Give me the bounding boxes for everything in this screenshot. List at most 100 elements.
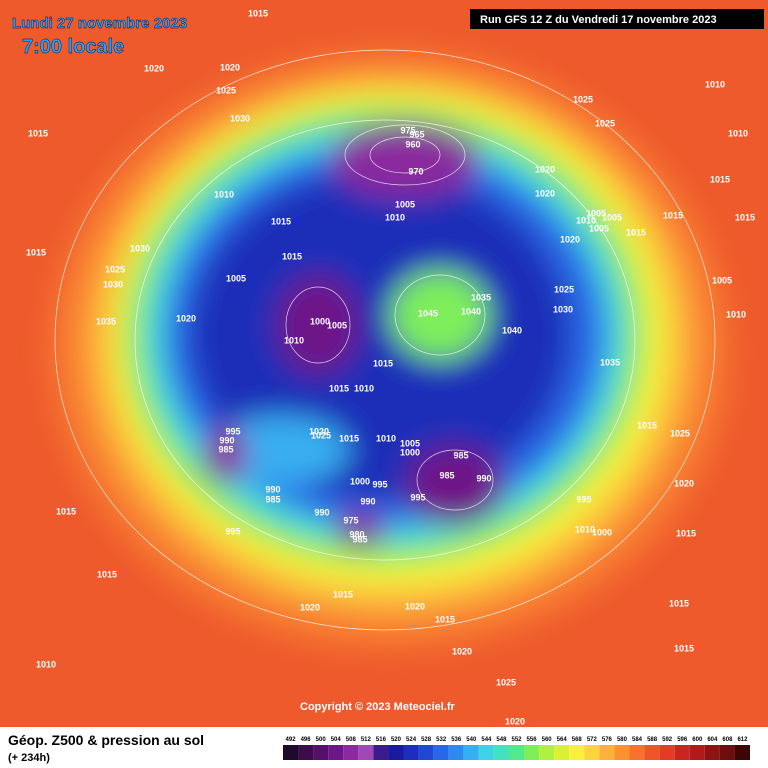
legend-swatch [734, 745, 750, 760]
isobar-label: 1015 [637, 420, 657, 430]
isobar-label: 1010 [576, 215, 596, 225]
legend-swatch [448, 745, 464, 760]
footer-lead: (+ 234h) [8, 752, 50, 764]
legend-label: 512 [361, 737, 372, 743]
legend-swatch [403, 745, 419, 760]
legend-label: 604 [707, 737, 718, 743]
legend-label: 588 [647, 737, 658, 743]
isobar-label: 1030 [553, 304, 573, 314]
isobar-label: 960 [405, 139, 420, 149]
run-box [470, 9, 764, 29]
legend-swatch [433, 745, 449, 760]
legend-swatch [343, 745, 359, 760]
isobar-label: 1040 [461, 306, 481, 316]
legend-label: 584 [632, 737, 643, 743]
isobar-label: 1015 [674, 643, 694, 653]
isobar-label: 1020 [300, 602, 320, 612]
legend-swatch [629, 745, 645, 760]
legend-swatch [373, 745, 389, 760]
isobar-label: 1040 [502, 325, 522, 335]
isobar-label: 1015 [97, 569, 117, 579]
legend-label: 516 [376, 737, 387, 743]
isobar-label: 990 [219, 435, 234, 445]
legend-label: 612 [737, 737, 748, 743]
isobar-label: 1010 [726, 309, 746, 319]
isobar-label: 1000 [400, 447, 420, 457]
isobar-label: 1015 [248, 8, 268, 18]
legend-label: 524 [406, 737, 417, 743]
isobar-label: 1025 [105, 264, 125, 274]
isobar-label: 995 [225, 426, 240, 436]
legend-label: 608 [722, 737, 733, 743]
isobar-label: 1000 [350, 476, 370, 486]
legend-label: 496 [301, 737, 312, 743]
isobar-label: 975 [343, 515, 358, 525]
isobar-label: 1025 [670, 428, 690, 438]
isobar-label: 1015 [735, 212, 755, 222]
isobar [285, 286, 351, 364]
field-high [390, 270, 490, 360]
isobar-label: 985 [453, 450, 468, 460]
legend-swatch [614, 745, 630, 760]
isobar-label: 1025 [216, 85, 236, 95]
isobar-label: 1020 [535, 164, 555, 174]
isobar-label: 1020 [674, 478, 694, 488]
isobar-label: 1035 [96, 316, 116, 326]
legend-label: 552 [511, 737, 522, 743]
isobar-label: 985 [352, 534, 367, 544]
legend-label: 528 [421, 737, 432, 743]
isobar-label: 995 [410, 492, 425, 502]
isobar-label: 1015 [339, 433, 359, 443]
low-centre [276, 275, 360, 375]
legend-swatch [524, 745, 540, 760]
isobar-label: 1020 [220, 62, 240, 72]
isobar-label: 1030 [130, 243, 150, 253]
legend-label: 576 [602, 737, 613, 743]
isobar-label: 995 [576, 494, 591, 504]
footer-title: Géop. Z500 & pression au sol [8, 732, 204, 748]
isobar-label: 1015 [373, 358, 393, 368]
isobar-label: 975 [400, 125, 415, 135]
legend-swatch [358, 745, 374, 760]
isobar-label: 970 [408, 166, 423, 176]
legend-label: 536 [451, 737, 462, 743]
isobar-label: 1010 [354, 383, 374, 393]
isobars [54, 49, 716, 631]
isobar-label: 1020 [405, 601, 425, 611]
legend-swatch [659, 745, 675, 760]
legend-swatch [493, 745, 509, 760]
isobar-label: 1005 [395, 199, 415, 209]
legend-label: 508 [346, 737, 357, 743]
isobar-label: 1000 [310, 316, 330, 326]
legend-label: 568 [572, 737, 583, 743]
isobar [54, 49, 716, 631]
legend-swatch [689, 745, 705, 760]
legend-label: 580 [617, 737, 628, 743]
isobar-label: 1025 [311, 430, 331, 440]
isobar-label: 1020 [176, 313, 196, 323]
legend-swatch [584, 745, 600, 760]
isobar-label: 1030 [230, 113, 250, 123]
isobar-labels: 1015 1020 1020 1025 1030 1015 1010 1030 1025 1030… [26, 8, 755, 726]
legend: 492 496 500 504 508 512 516 520 524 528 532 536 540 5… [283, 737, 750, 760]
legend-swatch [704, 745, 720, 760]
isobar-label: 1005 [712, 275, 732, 285]
isobar-label: 1010 [728, 128, 748, 138]
isobar-label: 1025 [496, 677, 516, 687]
low-north [330, 122, 480, 198]
legend-swatch [569, 745, 585, 760]
isobar [369, 136, 441, 174]
date: Lundi 27 novembre 2023 [12, 15, 187, 32]
legend-swatch [539, 745, 555, 760]
isobar-label: 990 [314, 507, 329, 517]
legend-label: 548 [496, 737, 507, 743]
legend-swatch [508, 745, 525, 760]
legend-label: 564 [557, 737, 568, 743]
isobar-label: 1005 [400, 438, 420, 448]
isobar-label: 1030 [103, 279, 123, 289]
legend-label: 492 [286, 737, 297, 743]
legend-label: 532 [436, 737, 447, 743]
run: Run GFS 12 Z du Vendredi 17 novembre 202… [480, 14, 717, 26]
isobar-label: 990 [265, 484, 280, 494]
